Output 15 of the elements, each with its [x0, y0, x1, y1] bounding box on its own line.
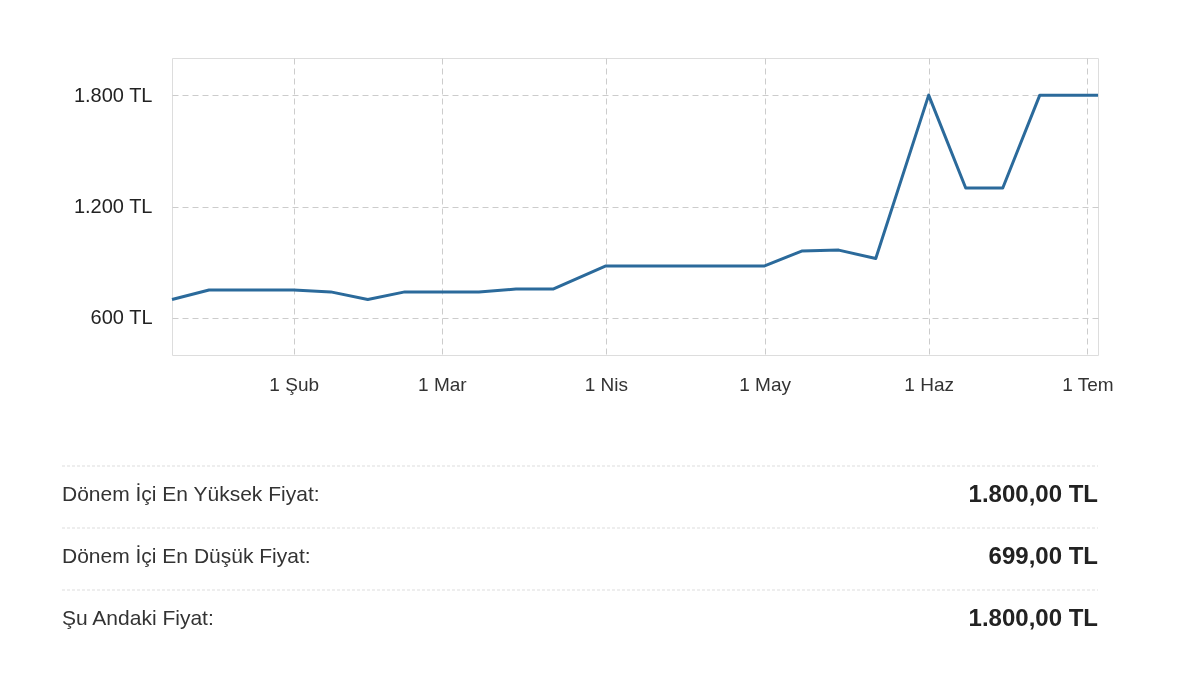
y-tick-label: 1.800 TL: [73, 83, 153, 106]
y-tick-label: 1.200 TL: [73, 195, 153, 217]
x-tick-label: 1 Nis: [584, 373, 629, 395]
text: 1.800,00 TL: [968, 604, 1098, 631]
x-tick-label: 1 Mar: [418, 373, 468, 395]
text: 699,00 TL: [988, 542, 1098, 569]
x-tick-label: 1 Şub: [269, 373, 320, 395]
text: Dönem İçi En Düşük Fiyat:: [62, 544, 311, 567]
x-tick-label: 1 Haz: [904, 373, 954, 395]
x-tick-label: 1 May: [739, 373, 792, 395]
x-tick-label: 1 Tem: [1062, 373, 1114, 395]
text: 1.800,00 TL: [968, 480, 1098, 507]
text: Şu Andaki Fiyat:: [62, 606, 214, 629]
y-tick-label: 600 TL: [90, 306, 153, 329]
text: Dönem İçi En Yüksek Fiyat:: [62, 482, 320, 505]
